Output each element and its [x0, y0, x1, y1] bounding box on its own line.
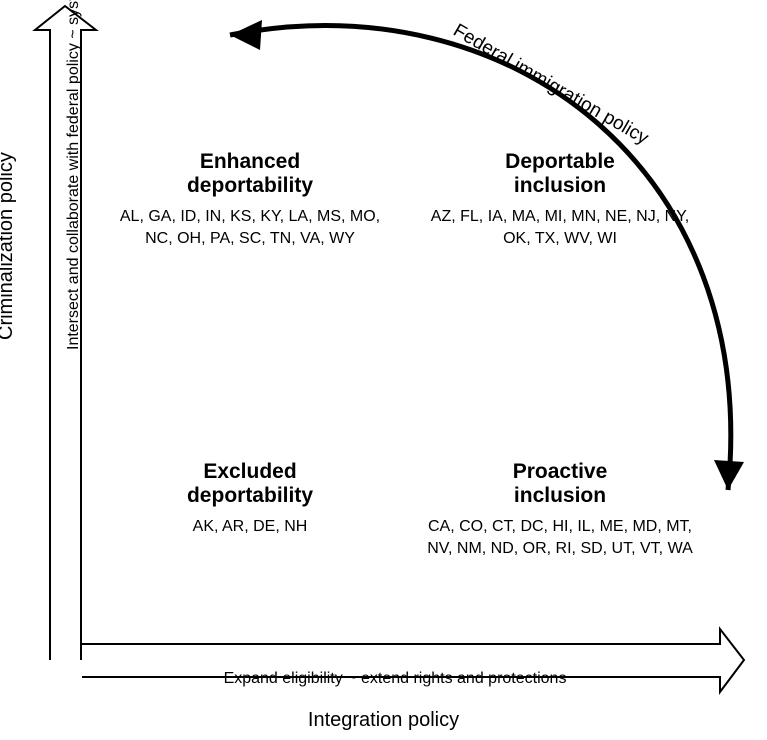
- quad-bl-states: AK, AR, DE, NH: [110, 516, 390, 538]
- quad-bl-title: Excluded deportability: [110, 460, 390, 508]
- quad-bl-title-line2: deportability: [187, 484, 313, 507]
- x-axis-desc: Expand eligibility ~ extend rights and p…: [85, 670, 705, 688]
- quadrant-top-left: Enhanced deportability AL, GA, ID, IN, K…: [110, 150, 390, 249]
- federal-arc-start-head: [230, 20, 262, 50]
- quad-tl-states: AL, GA, ID, IN, KS, KY, LA, MS, MO, NC, …: [110, 206, 390, 249]
- quad-tl-title-line1: Enhanced: [200, 150, 300, 173]
- y-axis-desc: Intersect and collaborate with federal p…: [65, 0, 83, 350]
- diagram-stage: Federal immigration policy Criminalizati…: [0, 0, 767, 740]
- quad-tr-states: AZ, FL, IA, MA, MI, MN, NE, NJ, NY, OK, …: [420, 206, 700, 249]
- x-axis-label: Integration policy: [0, 709, 767, 732]
- federal-arc-path: [230, 26, 731, 490]
- quad-tr-title-line1: Deportable: [505, 150, 615, 173]
- quad-br-title-line1: Proactive: [513, 460, 608, 483]
- quadrant-bottom-right: Proactive inclusion CA, CO, CT, DC, HI, …: [420, 460, 700, 559]
- federal-arc-end-head: [714, 460, 744, 490]
- y-axis-label: Criminalization policy: [0, 152, 18, 340]
- quad-tl-title: Enhanced deportability: [110, 150, 390, 198]
- federal-arc-svg: [0, 0, 767, 740]
- quadrant-bottom-left: Excluded deportability AK, AR, DE, NH: [110, 460, 390, 538]
- quad-bl-title-line1: Excluded: [203, 460, 296, 483]
- quad-tl-title-line2: deportability: [187, 174, 313, 197]
- quad-tr-title: Deportable inclusion: [420, 150, 700, 198]
- quad-tr-title-line2: inclusion: [514, 174, 606, 197]
- quad-br-states: CA, CO, CT, DC, HI, IL, ME, MD, MT, NV, …: [420, 516, 700, 559]
- quad-br-title-line2: inclusion: [514, 484, 606, 507]
- quadrant-top-right: Deportable inclusion AZ, FL, IA, MA, MI,…: [420, 150, 700, 249]
- quad-br-title: Proactive inclusion: [420, 460, 700, 508]
